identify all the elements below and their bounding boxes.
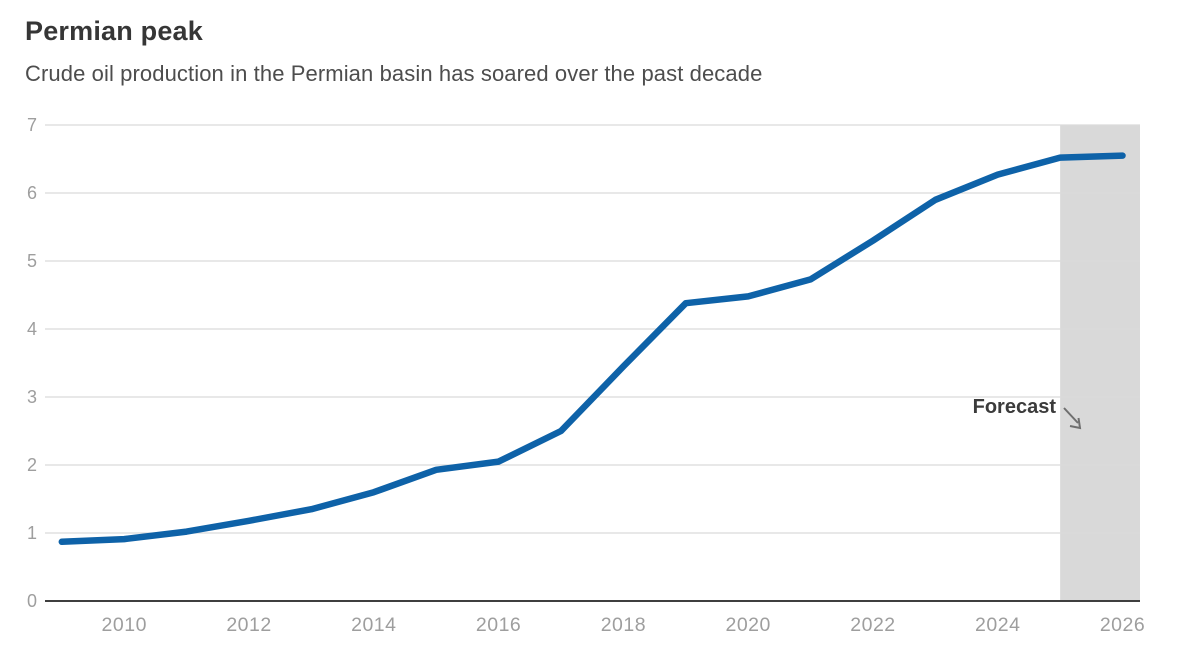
chart-title: Permian peak xyxy=(25,16,203,46)
y-tick-label-5: 5 xyxy=(27,251,37,271)
y-tick-label-2: 2 xyxy=(27,455,37,475)
x-tick-label-2020: 2020 xyxy=(725,614,770,636)
y-tick-label-3: 3 xyxy=(27,387,37,407)
forecast-band xyxy=(1060,125,1140,601)
x-tick-label-2026: 2026 xyxy=(1100,614,1145,636)
x-tick-label-2022: 2022 xyxy=(850,614,895,636)
x-tick-label-2016: 2016 xyxy=(476,614,521,636)
x-tick-label-2012: 2012 xyxy=(226,614,271,636)
y-tick-label-0: 0 xyxy=(27,591,37,611)
x-tick-label-2024: 2024 xyxy=(975,614,1020,636)
forecast-annotation-label: Forecast xyxy=(973,396,1057,418)
y-tick-label-4: 4 xyxy=(27,319,37,339)
x-tick-label-2014: 2014 xyxy=(351,614,396,636)
chart-subtitle: Crude oil production in the Permian basi… xyxy=(25,61,763,86)
x-tick-label-2018: 2018 xyxy=(601,614,646,636)
y-tick-label-1: 1 xyxy=(27,523,37,543)
production-series-line xyxy=(58,152,1126,546)
x-tick-label-2010: 2010 xyxy=(102,614,147,636)
y-tick-label-6: 6 xyxy=(27,183,37,203)
y-tick-label-7: 7 xyxy=(27,115,37,135)
forecast-annotation-arrow-icon xyxy=(1063,407,1082,430)
